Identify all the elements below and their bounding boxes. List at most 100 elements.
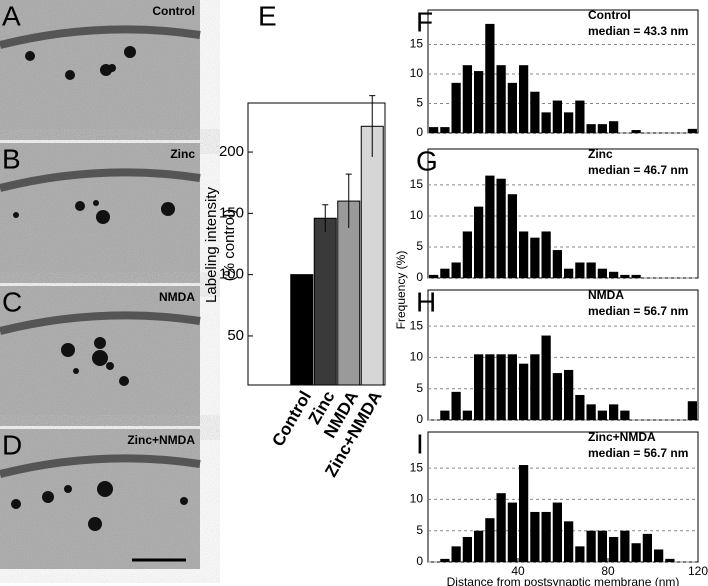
histogram-bar (631, 274, 641, 278)
histogram-bar (609, 404, 619, 420)
histogram-bar (530, 91, 540, 133)
gold-particle (92, 350, 108, 366)
histogram-bar (496, 178, 506, 278)
y-tick-label: 10 (410, 208, 424, 222)
histogram-bar (575, 546, 585, 562)
histogram-bar (586, 262, 596, 278)
x-tick-label: 120 (688, 564, 708, 578)
gold-particle (11, 499, 21, 509)
histogram-bar (597, 410, 607, 420)
gold-particle (96, 210, 110, 224)
panel-letter: G (416, 145, 438, 176)
x-tick-label: 80 (601, 564, 615, 578)
histogram-bar (530, 237, 540, 278)
histogram-bar (575, 262, 585, 278)
histogram-title: Control (588, 8, 631, 22)
y-tick-label: 15 (410, 37, 424, 51)
histogram-bar (654, 549, 664, 562)
gold-particle (61, 343, 75, 357)
bar (360, 125, 384, 386)
histogram-bar (609, 271, 619, 278)
y-tick-label: 10 (410, 350, 424, 364)
gold-particle (108, 64, 116, 72)
condition-label: Zinc (170, 147, 195, 161)
histogram-bar (429, 127, 439, 133)
histogram-bar (496, 354, 506, 420)
histogram-bar (620, 530, 630, 562)
y-tick-label: 5 (416, 523, 423, 537)
histogram-bar (609, 121, 619, 133)
histogram-bar (575, 394, 585, 420)
membrane (0, 168, 201, 192)
gold-particle (93, 200, 99, 206)
histogram-bar (440, 410, 450, 420)
condition-label: Control (152, 4, 195, 18)
membrane (0, 25, 201, 49)
histogram-bar (519, 363, 529, 420)
histogram-bar (687, 401, 697, 420)
histogram-title: Zinc+NMDA (588, 430, 656, 444)
histogram-bar (485, 354, 495, 420)
histogram-bar (586, 124, 596, 133)
y-tick-label: 200 (219, 143, 244, 160)
histogram-bar (642, 533, 652, 562)
histogram-bar (496, 493, 506, 562)
histogram-bar (474, 71, 484, 133)
gold-particle (161, 202, 175, 216)
histogram-bar (541, 231, 551, 278)
gold-particle (94, 337, 106, 349)
panel-letter: I (416, 428, 424, 459)
y-tick-label: 150 (219, 204, 244, 221)
y-tick-label: 10 (410, 492, 424, 506)
histogram-bar (541, 511, 551, 562)
histogram-bar (620, 410, 630, 420)
histogram-bar (451, 262, 461, 278)
histogram-bar (552, 100, 562, 133)
histogram-bar (440, 558, 450, 562)
gold-particle (25, 51, 35, 61)
y-tick-label: 0 (416, 554, 423, 568)
gold-particle (65, 70, 75, 80)
gold-particle (42, 491, 54, 503)
histogram-bar (597, 268, 607, 278)
histogram-bar (541, 335, 551, 420)
histogram-bar (519, 231, 529, 278)
y-tick-label: 15 (410, 318, 424, 332)
median-label: median = 43.3 nm (588, 24, 688, 38)
condition-label: NMDA (159, 290, 195, 304)
histogram-bar (564, 521, 574, 562)
panel-letter: E (258, 0, 277, 31)
gold-particle (75, 201, 85, 211)
histogram-bar (485, 175, 495, 278)
micrograph-texture (0, 429, 200, 569)
x-tick-label: 40 (511, 564, 525, 578)
histogram-bar (451, 391, 461, 420)
bar (290, 274, 314, 386)
gold-particle (180, 497, 188, 505)
gold-particle (73, 368, 79, 374)
panel-letter: B (2, 143, 21, 174)
y-axis-label: Labeling intensity (203, 187, 220, 303)
gold-particle (64, 485, 72, 493)
panel-letter: D (2, 429, 22, 460)
histogram-bar (474, 354, 484, 420)
histogram-bar (564, 268, 574, 278)
histogram-title: NMDA (588, 288, 624, 302)
y-axis-label: Frequency (%) (394, 251, 408, 330)
median-label: median = 56.7 nm (588, 446, 688, 460)
histogram-bar (451, 82, 461, 133)
histogram-bar (485, 518, 495, 562)
histogram-bar (597, 530, 607, 562)
y-axis-label: (% control) (221, 209, 238, 282)
histogram-bar (507, 502, 517, 562)
histogram-bar (575, 100, 585, 133)
histogram-bar (496, 65, 506, 133)
median-label: median = 46.7 nm (588, 163, 688, 177)
histogram-bar (507, 82, 517, 133)
condition-label: Zinc+NMDA (127, 433, 195, 447)
gold-particle (106, 362, 114, 370)
membrane (0, 454, 201, 478)
histogram-bar (530, 354, 540, 420)
histogram-bar (586, 404, 596, 420)
histogram-bar (462, 231, 472, 278)
